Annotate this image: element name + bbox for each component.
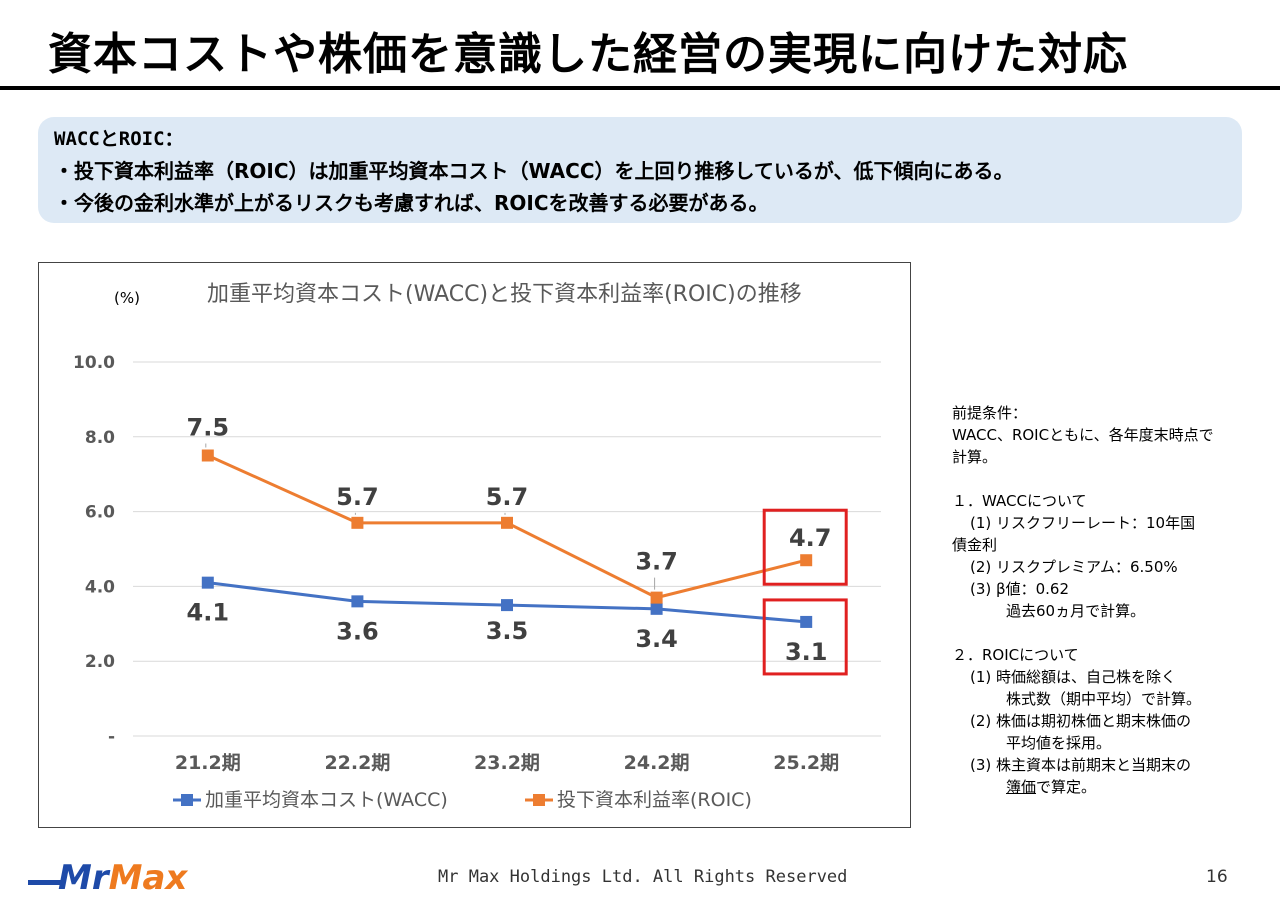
notes-line: [952, 622, 1252, 644]
notes-line-final: 簿価で算定。: [952, 776, 1252, 798]
data-point-marker: [501, 599, 513, 612]
x-tick-label: 23.2期: [474, 752, 540, 774]
notes-line: 債金利: [952, 536, 998, 554]
page-title: 資本コストや株価を意識した経営の実現に向けた対応: [48, 29, 1128, 80]
legend-label: 加重平均資本コスト(WACC): [205, 789, 448, 811]
notes-line: WACC、ROICともに、各年度末時点で: [952, 426, 1214, 444]
legend-label: 投下資本利益率(ROIC): [557, 789, 752, 811]
y-tick-label: 4.0: [85, 577, 115, 597]
y-tick-label: 8.0: [85, 428, 115, 448]
wacc-roic-line-chart: 加重平均資本コスト(WACC)と投下資本利益率(ROIC)の推移 (%) 10.0 8…: [73, 282, 881, 811]
chart-frame: 加重平均資本コスト(WACC)と投下資本利益率(ROIC)の推移 (%) 10.0 8…: [38, 262, 911, 828]
legend-marker: [533, 794, 545, 806]
data-point-marker: [650, 591, 663, 604]
data-label: 3.6: [336, 617, 379, 645]
y-tick-label: 10.0: [73, 353, 115, 373]
notes-line: [952, 468, 1252, 490]
summary-box: WACCとROIC： ・投下資本利益率（ROIC）は加重平均資本コスト（WACC…: [38, 117, 1242, 223]
chart-title: 加重平均資本コスト(WACC)と投下資本利益率(ROIC)の推移: [207, 282, 802, 307]
data-label: 3.1: [785, 638, 828, 666]
data-label: 3.5: [486, 617, 529, 645]
notes-line: (1) 時価総額は、自己株を除く: [970, 668, 1177, 686]
data-point-marker: [201, 449, 214, 462]
notes-underlined-word: 簿価: [1006, 778, 1037, 796]
y-tick-label: -: [108, 727, 115, 747]
notes-line: 前提条件：: [952, 404, 1028, 422]
logo-speed-bar: [28, 880, 62, 885]
data-label: 3.7: [635, 548, 678, 576]
y-tick-label: 6.0: [85, 503, 115, 523]
notes-line: (3) β値：0.62: [970, 580, 1069, 598]
notes-line: 株式数（期中平均）で計算。: [1006, 690, 1202, 708]
y-tick-label: 2.0: [85, 652, 115, 672]
data-label: 3.4: [635, 625, 678, 653]
data-label: 4.7: [789, 524, 832, 552]
data-point-marker: [650, 602, 663, 615]
highlight-box-wacc: [762, 598, 848, 676]
data-point-marker: [800, 554, 813, 567]
data-label: 7.5: [187, 414, 230, 442]
notes-line: ２．ROICについて: [952, 646, 1079, 664]
summary-heading: WACCとROIC：: [54, 128, 184, 150]
data-point-marker: [351, 595, 364, 608]
x-tick-label: 21.2期: [175, 752, 241, 774]
footer-copyright: Mr Max Holdings Ltd. All Rights Reserved: [438, 867, 848, 887]
notes-line: 過去60ヵ月で計算。: [1006, 602, 1146, 620]
x-tick-label: 24.2期: [624, 752, 690, 774]
notes-line-last-text: (3) 株主資本は前期末と当期末の: [970, 756, 1192, 774]
summary-line-2: ・今後の金利水準が上がるリスクも考慮すれば、ROICを改善する必要がある。: [54, 191, 769, 215]
data-label: 4.1: [187, 599, 230, 627]
x-tick-label: 25.2期: [773, 752, 839, 774]
notes-line-last: (3) 株主資本は前期末と当期末の: [952, 754, 1252, 776]
logo-text: MrMax: [58, 858, 188, 896]
legend-marker: [181, 794, 193, 806]
notes-line: (2) 株価は期初株価と期末株価の: [970, 712, 1192, 730]
data-label: 5.7: [336, 483, 379, 511]
notes-line: 計算。: [952, 448, 998, 466]
assumptions-notes: 前提条件： WACC、ROICともに、各年度末時点で 計算。 １．WACCについて (1…: [952, 402, 1252, 798]
notes-lines: 前提条件： WACC、ROICともに、各年度末時点で 計算。 １．WACCについて (1…: [952, 402, 1252, 754]
data-point-marker: [501, 516, 513, 529]
notes-final-rest: で算定。: [1036, 778, 1097, 796]
logo-text-mr: Mr: [58, 858, 111, 896]
data-label: 5.7: [486, 483, 529, 511]
data-point-marker: [201, 576, 214, 589]
summary-line-1: ・投下資本利益率（ROIC）は加重平均資本コスト（WACC）を上回り推移している…: [54, 159, 1014, 183]
notes-line: (1) リスクフリーレート：10年国: [970, 514, 1196, 532]
data-point-marker: [351, 516, 364, 529]
logo-text-max: Max: [109, 858, 189, 896]
notes-line: (2) リスクプレミアム：6.50%: [970, 558, 1178, 576]
page-number: 16: [1206, 867, 1228, 887]
title-divider: [0, 86, 1280, 90]
x-tick-label: 22.2期: [324, 752, 390, 774]
highlight-box-roic: [762, 508, 848, 586]
notes-line: １．WACCについて: [952, 492, 1087, 510]
mrmax-logo: MrMax: [28, 858, 188, 896]
notes-line: 平均値を採用。: [1006, 734, 1112, 752]
y-axis-unit-label: (%): [114, 289, 140, 307]
data-point-marker: [800, 615, 813, 628]
